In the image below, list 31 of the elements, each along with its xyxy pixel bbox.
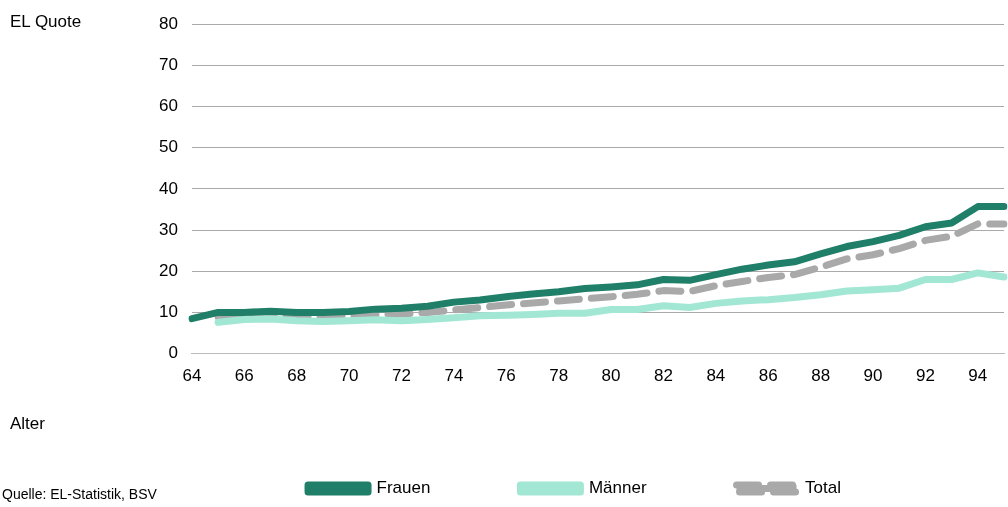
y-tick-label: 40	[158, 178, 178, 198]
y-axis-title: EL Quote	[10, 12, 82, 32]
x-tick-label: 92	[915, 366, 935, 386]
x-tick-label: 76	[496, 366, 516, 386]
y-tick-label: 70	[158, 55, 178, 75]
x-tick-label: 70	[339, 366, 359, 386]
y-tick-label: 20	[158, 260, 178, 280]
y-tick-label: 30	[158, 219, 178, 239]
x-tick-label: 74	[444, 366, 464, 386]
legend-label: Männer	[588, 478, 647, 498]
x-tick-label: 90	[863, 366, 883, 386]
x-tick-label: 86	[758, 366, 778, 386]
x-tick-label: 68	[287, 366, 307, 386]
y-tick-label: 50	[158, 137, 178, 157]
x-tick-label: 88	[811, 366, 831, 386]
text: Alter	[10, 414, 45, 434]
x-tick-label: 84	[706, 366, 726, 386]
x-tick-label: 66	[234, 366, 254, 386]
y-tick-label: 60	[158, 96, 178, 116]
y-tick-label: 80	[158, 13, 178, 33]
legend-label: Frauen	[376, 478, 431, 498]
x-tick-label: 80	[601, 366, 621, 386]
x-tick-label: 82	[653, 366, 673, 386]
x-tick-label: 78	[549, 366, 569, 386]
y-tick-label: 10	[158, 302, 178, 322]
source-note: Quelle: EL-Statistik, BSV	[2, 486, 157, 502]
x-tick-label: 64	[182, 366, 202, 386]
x-tick-label: 94	[968, 366, 988, 386]
x-tick-label: 72	[392, 366, 411, 386]
legend-label: Total	[805, 478, 841, 498]
y-tick-label: 0	[168, 343, 178, 363]
